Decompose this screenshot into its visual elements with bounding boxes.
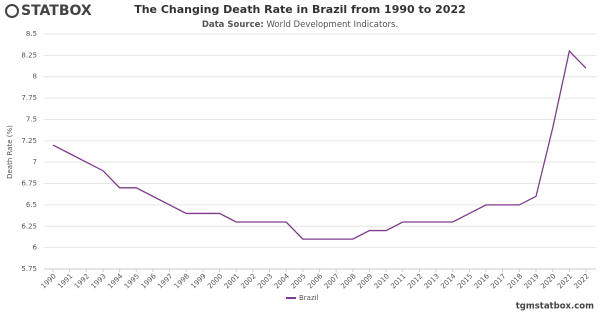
data-line: [52, 49, 587, 240]
subtitle: World Development Indicators.: [266, 20, 398, 30]
x-tick-label: 2016: [473, 272, 492, 291]
x-tick-label: 1991: [56, 272, 74, 290]
y-tick-label: 8: [33, 73, 37, 81]
x-tick-label: 2008: [339, 272, 357, 290]
y-tick-label: 7.5: [26, 115, 37, 123]
y-tick-label: 7.25: [21, 137, 37, 145]
x-tick-label: 1990: [40, 272, 58, 290]
x-tick-label: 1994: [106, 272, 125, 291]
logo: STATBOX: [21, 3, 92, 19]
y-tick-label: 8.5: [26, 30, 37, 38]
x-tick-label: 2010: [373, 272, 391, 290]
x-tick-label: 2002: [239, 272, 257, 290]
y-axis-label: Death Rate (%): [6, 125, 14, 179]
y-tick-label: 6: [33, 244, 38, 252]
logo-icon: [5, 4, 19, 18]
x-tick-label: 2007: [323, 272, 341, 290]
x-tick-label: 2005: [289, 272, 307, 290]
y-tick-label: 6.25: [21, 222, 37, 230]
x-tick-label: 1997: [156, 272, 174, 290]
x-tick-label: 2014: [439, 272, 458, 291]
x-tick-label: 2020: [539, 272, 557, 290]
x-tick-label: 1993: [90, 272, 108, 290]
x-tick-label: 2006: [306, 272, 325, 291]
x-tick-label: 2009: [356, 272, 374, 290]
x-tick-label: 2021: [556, 272, 574, 290]
x-tick-label: 1998: [173, 272, 191, 290]
x-tick-label: 2022: [573, 272, 591, 290]
x-tick-label: 1996: [140, 272, 159, 291]
x-tick-label: 2015: [456, 272, 474, 290]
x-tick-label: 2013: [423, 272, 441, 290]
y-tick-label: 7.75: [21, 94, 37, 102]
x-tick-label: 2011: [389, 272, 407, 290]
footer: tgmstatbox.com: [516, 302, 594, 312]
y-tick-label: 8.25: [21, 51, 37, 59]
x-tick-label: 2017: [489, 272, 507, 290]
y-tick-label: 6.5: [26, 201, 37, 209]
x-tick-label: 2004: [273, 272, 292, 291]
chart-subtitle: Data Source: World Development Indicator…: [202, 20, 398, 30]
x-tick-label: 2003: [256, 272, 274, 290]
x-tick-label: 1999: [189, 272, 207, 290]
x-tick-label: 1995: [123, 272, 141, 290]
logo-group: STATBOX: [5, 3, 92, 19]
y-tick-label: 7: [33, 158, 37, 166]
x-tick-label: 1992: [73, 272, 91, 290]
x-tick-label: 2018: [506, 272, 524, 290]
x-tick-label: 2019: [523, 272, 541, 290]
legend-label: Brazil: [299, 294, 319, 302]
x-tick-label: 2012: [406, 272, 424, 290]
subtitle-label: Data Source:: [202, 20, 264, 30]
x-tick-label: 2001: [223, 272, 241, 290]
y-tick-label: 5.75: [21, 265, 37, 273]
chart-title: The Changing Death Rate in Brazil from 1…: [134, 3, 466, 16]
x-tick-label: 2000: [206, 272, 224, 290]
y-tick-label: 6.75: [21, 180, 37, 188]
